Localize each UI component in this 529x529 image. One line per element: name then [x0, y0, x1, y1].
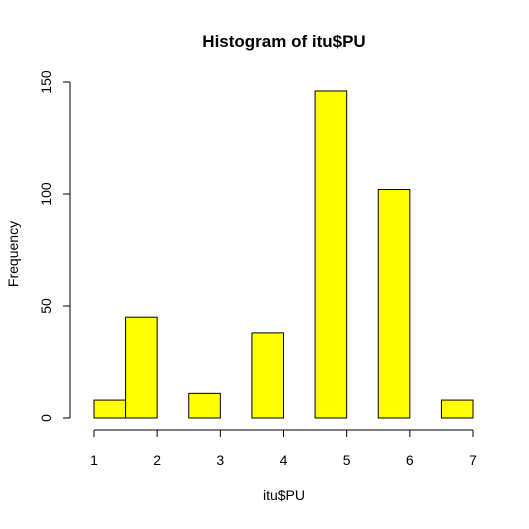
histogram-bar-11: [440, 399, 474, 419]
y-tick-label: 50: [38, 298, 54, 314]
bars-group: [93, 90, 474, 419]
x-tick-label: 2: [153, 452, 161, 468]
x-tick-label: 3: [216, 452, 224, 468]
x-tick-label: 1: [90, 452, 98, 468]
histogram-bar-1: [125, 316, 158, 419]
x-axis-label: itu$PU: [263, 487, 305, 503]
x-tick-label: 5: [343, 452, 351, 468]
x-tick-label: 7: [469, 452, 477, 468]
histogram-bar-3: [188, 392, 221, 419]
y-axis-label: Frequency: [5, 221, 21, 287]
chart-title: Histogram of itu$PU: [202, 32, 365, 51]
histogram-bar-9: [377, 189, 411, 419]
x-axis: 1 2 3 4 5 6 7: [90, 429, 477, 468]
x-tick-label: 6: [406, 452, 414, 468]
y-tick-label: 150: [38, 70, 54, 94]
y-tick-label: 0: [38, 414, 54, 422]
histogram-bar-0: [93, 399, 127, 419]
x-tick-label: 4: [280, 452, 288, 468]
y-tick-label: 100: [38, 182, 54, 206]
histogram-bar-5: [251, 332, 285, 419]
histogram-bar-7: [314, 90, 348, 419]
y-axis: 0 50 100 150: [38, 70, 71, 422]
